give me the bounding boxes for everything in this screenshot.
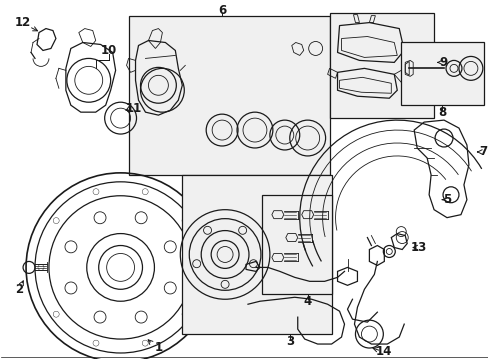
Text: 10: 10 [101,44,117,57]
Bar [401,42,483,105]
Text: 12: 12 [15,16,31,29]
Text: 3: 3 [285,334,293,347]
Text: 11: 11 [125,102,142,115]
Text: 2: 2 [15,283,23,296]
Bar [262,195,331,294]
Text: 7: 7 [478,145,486,158]
Text: 14: 14 [375,345,392,357]
Bar [128,15,329,175]
Text: 4: 4 [303,295,311,308]
Text: 9: 9 [438,56,446,69]
Text: 13: 13 [410,241,427,254]
Bar [182,175,331,334]
Bar [329,13,433,118]
Text: 8: 8 [437,105,445,119]
Text: 1: 1 [154,341,162,354]
Text: 6: 6 [218,4,226,17]
Text: 5: 5 [442,193,450,206]
